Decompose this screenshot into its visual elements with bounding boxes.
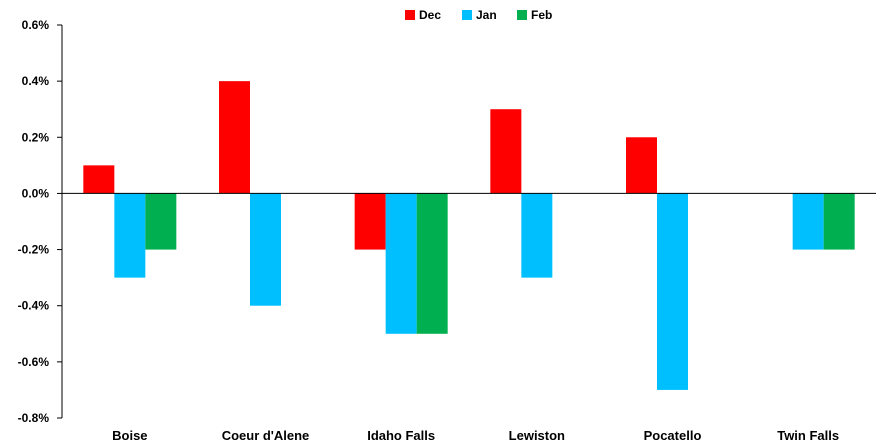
bar-jan: [114, 193, 146, 278]
legend-swatch-feb: [517, 10, 527, 20]
x-axis: Boise Coeur d'Alene Idaho Falls Lewiston Poc…: [62, 192, 876, 443]
legend: Dec Jan Feb: [405, 8, 552, 22]
legend-label-feb: Feb: [531, 8, 552, 22]
bar-dec: [626, 137, 657, 194]
x-category-label: Pocatello: [644, 428, 702, 443]
bar-jan: [385, 193, 417, 334]
x-category-label: Coeur d'Alene: [222, 428, 310, 443]
legend-swatch-dec: [405, 10, 415, 20]
x-category-label: Idaho Falls: [367, 428, 435, 443]
x-category-label: Lewiston: [509, 428, 565, 443]
y-tick-label: -0.4%: [18, 299, 50, 313]
bars: [83, 81, 855, 390]
bar-dec: [219, 81, 250, 194]
legend-label-jan: Jan: [476, 8, 497, 22]
y-tick-label: -0.2%: [18, 243, 50, 257]
bar-jan: [657, 193, 688, 390]
y-tick-label: 0.0%: [22, 186, 50, 200]
legend-swatch-jan: [462, 10, 472, 20]
y-tick-label: 0.2%: [22, 130, 50, 144]
x-category-label: Boise: [112, 428, 147, 443]
y-tick-label: 0.4%: [22, 74, 50, 88]
y-tick-label: -0.6%: [18, 355, 50, 369]
bar-jan: [521, 193, 553, 278]
bar-feb: [823, 193, 855, 250]
bar-feb: [416, 193, 448, 334]
bar-jan: [792, 193, 824, 250]
bar-dec: [354, 193, 386, 250]
bar-feb: [145, 193, 177, 250]
x-category-label: Twin Falls: [777, 428, 839, 443]
bar-dec: [490, 109, 522, 194]
bar-jan: [250, 193, 281, 306]
bar-dec: [83, 165, 115, 194]
y-tick-label: 0.6%: [22, 18, 50, 32]
legend-label-dec: Dec: [419, 8, 441, 22]
y-tick-label: -0.8%: [18, 411, 50, 425]
y-axis: 0.6% 0.4% 0.2% 0.0% -0.2% -0.4% -0.6% -0.8%: [18, 18, 63, 425]
